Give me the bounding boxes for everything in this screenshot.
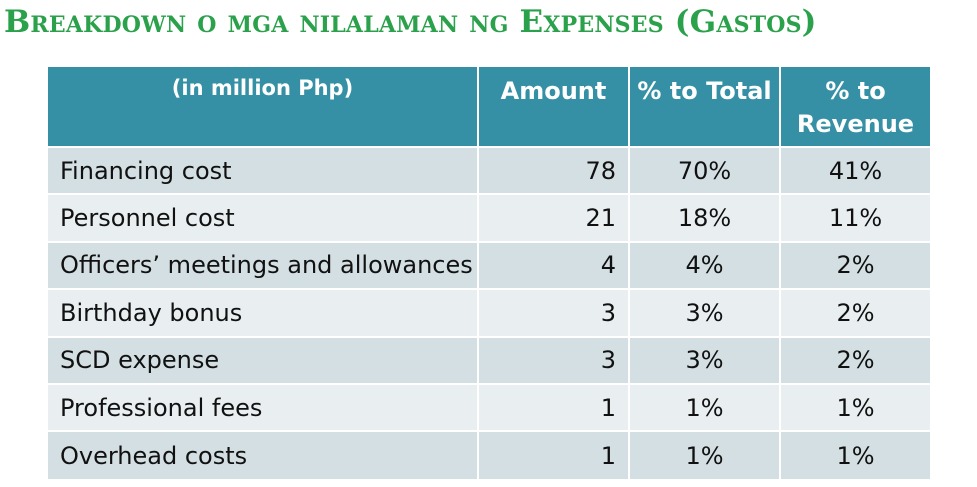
row-amount: 4	[478, 240, 630, 290]
table-row: SCD expense 3 3% 2%	[48, 335, 930, 384]
row-label: SCD expense	[48, 335, 479, 384]
row-pct-total: 18%	[629, 193, 781, 242]
table-row: Officers’ meetings and allowances 4 4% 2…	[48, 240, 930, 290]
row-amount: 3	[478, 288, 630, 337]
row-amount: 78	[478, 145, 630, 195]
row-amount: 1	[478, 382, 630, 432]
table-row: Professional fees 1 1% 1%	[48, 382, 930, 432]
row-pct-revenue: 1%	[780, 382, 930, 432]
table-row: Birthday bonus 3 3% 2%	[48, 288, 930, 337]
column-header-pct-revenue: % to Revenue	[780, 67, 930, 147]
row-label: Birthday bonus	[48, 288, 479, 337]
row-label: Professional fees	[48, 382, 479, 432]
row-label: Financing cost	[48, 145, 479, 195]
row-pct-revenue: 11%	[780, 193, 930, 242]
row-pct-revenue: 1%	[780, 430, 930, 479]
row-pct-total: 3%	[629, 288, 781, 337]
row-pct-total: 1%	[629, 430, 781, 479]
row-amount: 21	[478, 193, 630, 242]
column-header-amount: Amount	[478, 67, 630, 147]
table-row: Personnel cost 21 18% 11%	[48, 193, 930, 242]
page-title: Breakdown o mga nilalaman ng Expenses (G…	[4, 4, 817, 40]
column-header-pct-total: % to Total	[629, 67, 781, 147]
row-pct-revenue: 2%	[780, 288, 930, 337]
row-pct-total: 1%	[629, 382, 781, 432]
table-row: Overhead costs 1 1% 1%	[48, 430, 930, 479]
row-amount: 1	[478, 430, 630, 479]
expenses-table: (in million Php) Amount % to Total % to …	[48, 67, 930, 479]
row-pct-revenue: 41%	[780, 145, 930, 195]
row-label: Officers’ meetings and allowances	[48, 240, 479, 290]
row-pct-total: 70%	[629, 145, 781, 195]
row-amount: 3	[478, 335, 630, 384]
row-label: Overhead costs	[48, 430, 479, 479]
table-header: (in million Php) Amount % to Total % to …	[48, 67, 930, 147]
table-row: Financing cost 78 70% 41%	[48, 145, 930, 195]
table-header-row: (in million Php) Amount % to Total % to …	[48, 67, 930, 147]
column-header-unit: (in million Php)	[48, 67, 479, 147]
table-body: Financing cost 78 70% 41% Personnel cost…	[48, 145, 930, 479]
row-label: Personnel cost	[48, 193, 479, 242]
row-pct-total: 4%	[629, 240, 781, 290]
row-pct-revenue: 2%	[780, 335, 930, 384]
row-pct-revenue: 2%	[780, 240, 930, 290]
row-pct-total: 3%	[629, 335, 781, 384]
